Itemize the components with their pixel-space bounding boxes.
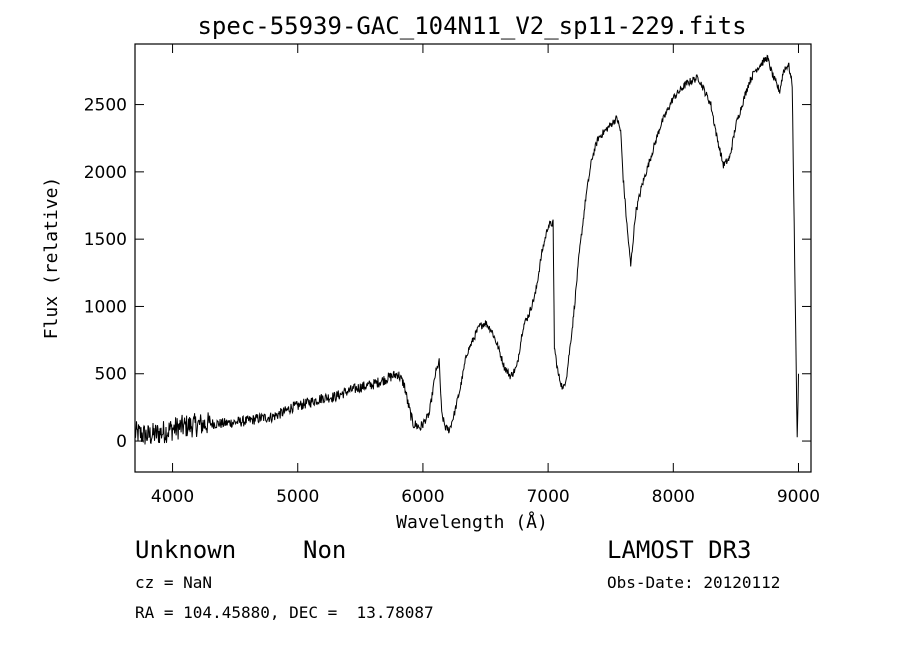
x-axis-label: Wavelength (Å) — [396, 511, 548, 533]
y-tick-label: 0 — [116, 432, 127, 452]
x-tick-label: 9000 — [777, 487, 820, 507]
x-axis-ticks: 4000 5000 6000 7000 8000 9000 — [151, 44, 820, 507]
survey-label: LAMOST DR3 — [607, 536, 752, 564]
flux-series-line — [134, 54, 799, 445]
y-tick-label: 1000 — [84, 297, 127, 317]
plot-frame — [134, 43, 812, 473]
y-tick-label: 1500 — [84, 230, 127, 250]
chart-title: spec-55939-GAC_104N11_V2_sp11-229.fits — [197, 12, 746, 40]
y-axis-ticks: 0 500 1000 1500 2000 2500 — [84, 96, 811, 452]
x-tick-label: 6000 — [401, 487, 444, 507]
obs-date-line: Obs-Date: 20120112 — [607, 573, 781, 592]
redshift-line: cz = NaN — [135, 573, 213, 592]
y-tick-label: 500 — [95, 365, 127, 385]
y-axis-label: Flux (relative) — [41, 177, 62, 340]
plot-area: 4000 5000 6000 7000 8000 9000 0 500 1000 1500 200… — [84, 43, 820, 507]
subclass-label: Non — [303, 536, 347, 564]
x-tick-label: 5000 — [276, 487, 319, 507]
x-tick-label: 8000 — [652, 487, 695, 507]
y-tick-label: 2000 — [84, 163, 127, 183]
radec-line: RA = 104.45880, DEC = 13.78087 — [135, 603, 434, 622]
class-label: Unknown — [135, 536, 237, 564]
x-tick-label: 7000 — [526, 487, 569, 507]
y-tick-label: 2500 — [84, 96, 127, 116]
x-tick-label: 4000 — [151, 487, 194, 507]
